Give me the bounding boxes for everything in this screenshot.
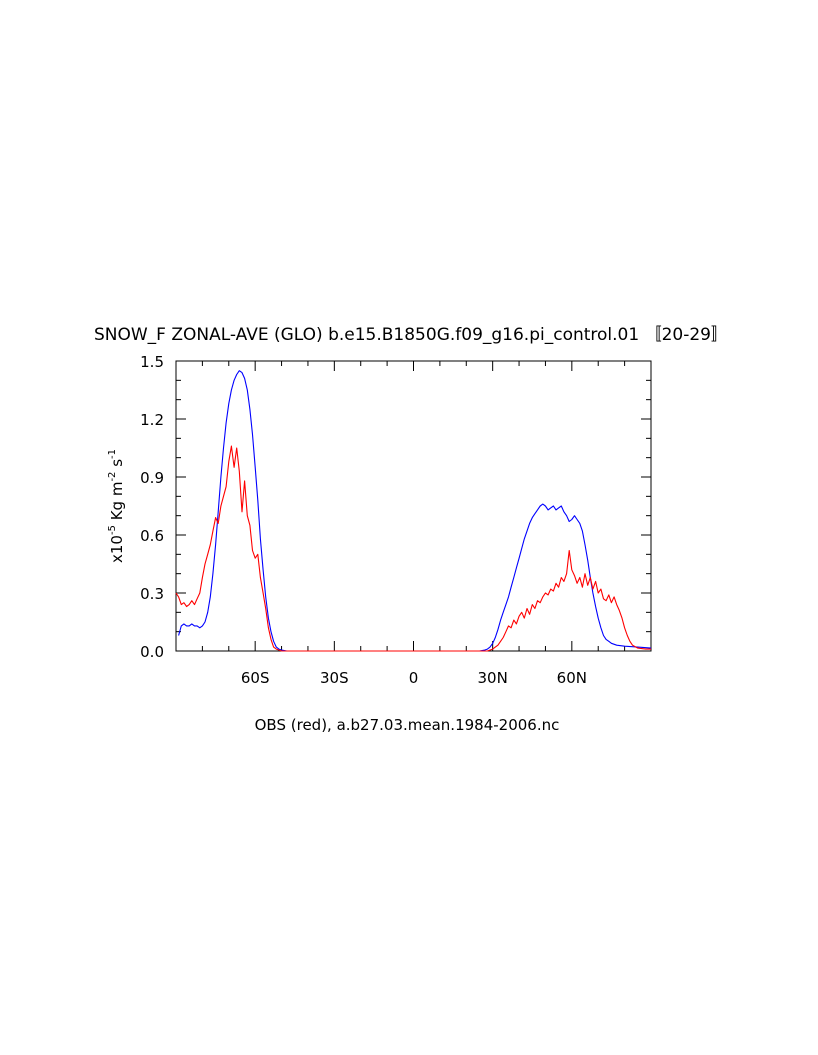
y-label-exp1: -5 bbox=[107, 525, 118, 535]
y-tick-label: 0.9 bbox=[140, 469, 164, 487]
x-tick-label: 60N bbox=[557, 669, 587, 687]
y-tick-label: 0.6 bbox=[140, 527, 164, 545]
chart-title: SNOW_F ZONAL-AVE (GLO) b.e15.B1850G.f09_… bbox=[94, 325, 728, 345]
y-label-exp2: -2 bbox=[107, 472, 118, 482]
y-tick-label: 1.5 bbox=[140, 353, 164, 371]
series-group bbox=[175, 370, 652, 652]
y-axis-label: x10-5 Kg m-2 s-1 bbox=[107, 449, 126, 563]
y-label-mid: Kg m bbox=[108, 482, 126, 526]
y-tick-label: 0.3 bbox=[140, 585, 164, 603]
y-label-prefix: x10 bbox=[108, 535, 126, 563]
x-tick-label: 30S bbox=[320, 669, 349, 687]
series-line-2 bbox=[175, 445, 651, 652]
x-tick-label: 60S bbox=[241, 669, 270, 687]
y-label-exp3: -1 bbox=[107, 449, 118, 459]
x-axis-label: OBS (red), a.b27.03.mean.1984-2006.nc bbox=[255, 716, 560, 734]
x-axis: 60S 30S 0 30N 60N bbox=[241, 361, 587, 687]
x-tick-label: 0 bbox=[409, 669, 419, 687]
y-tick-label: 1.2 bbox=[140, 411, 164, 429]
y-label-mid2: s bbox=[108, 459, 126, 472]
series-line-1 bbox=[178, 370, 652, 652]
x-tick-label: 30N bbox=[478, 669, 508, 687]
y-tick-label: 0.0 bbox=[140, 643, 164, 661]
y-axis: 0.0 0.3 0.6 0.9 1.2 1.5 bbox=[140, 353, 651, 661]
minor-ticks bbox=[176, 361, 651, 651]
plot-frame bbox=[175, 360, 652, 652]
